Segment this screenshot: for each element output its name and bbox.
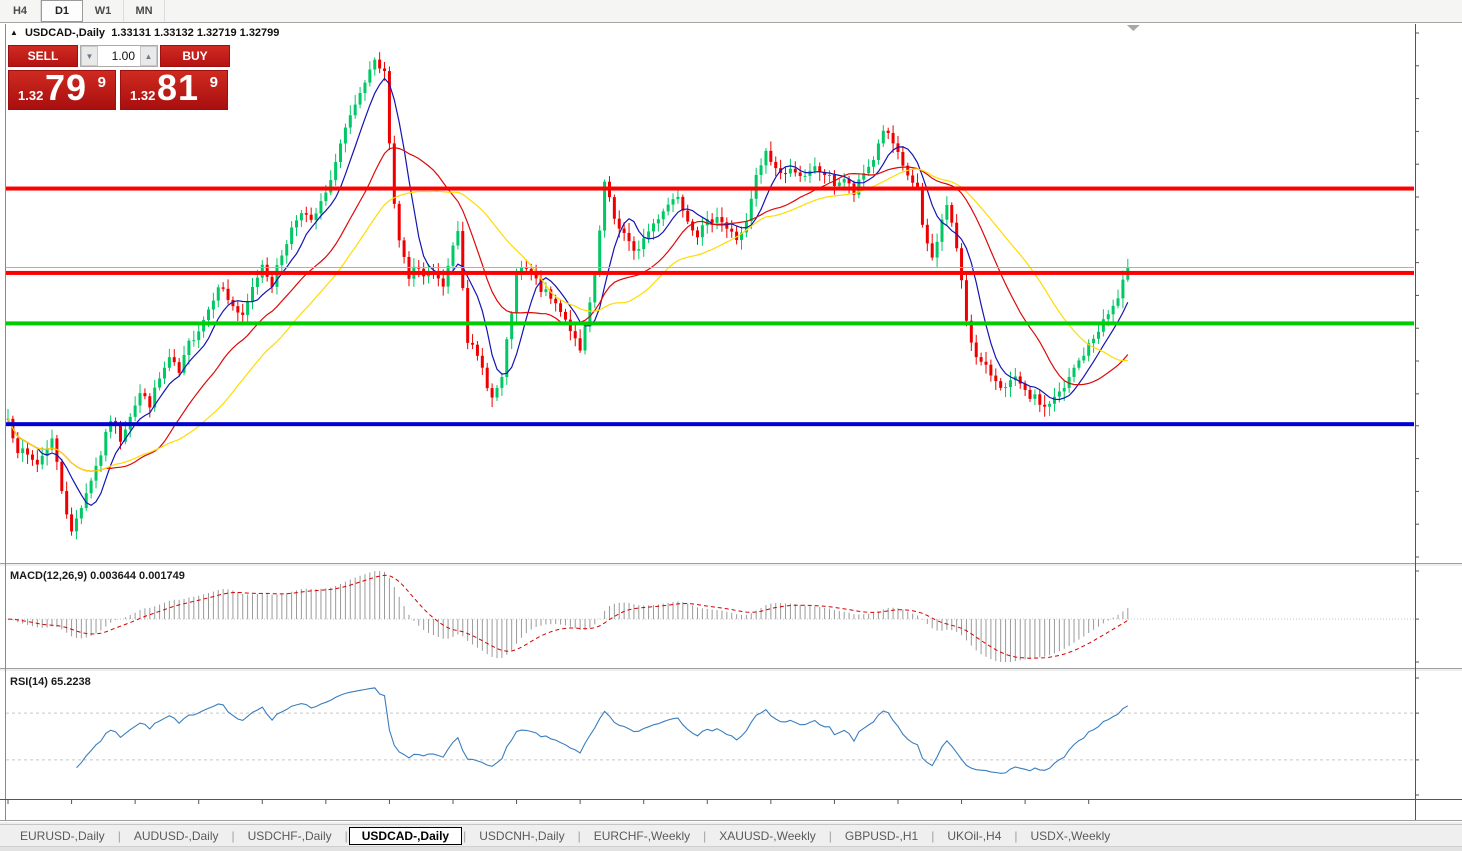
tab-separator: |: [463, 828, 467, 843]
chart-tab-xauusd[interactable]: XAUUSD-,Weekly: [719, 828, 816, 843]
timeframe-button-h4[interactable]: H4: [0, 0, 41, 22]
symbol-tab-bar: EURUSD-,Daily | AUDUSD-,Daily | USDCHF-,Dail…: [0, 824, 1462, 846]
timeframe-toolbar: H4 D1 W1 MN: [0, 0, 1462, 23]
sell-price-box[interactable]: 1.32 79 9: [8, 67, 116, 110]
chart-tab-usdchf[interactable]: USDCHF-,Daily: [247, 828, 332, 843]
tab-separator: |: [231, 828, 235, 843]
chart-title: ▲ USDCAD-,Daily 1.33131 1.33132 1.32719 …: [10, 27, 279, 39]
buy-price-box[interactable]: 1.32 81 9: [120, 67, 228, 110]
chart-tab-usdx[interactable]: USDX-,Weekly: [1030, 828, 1111, 843]
chart-tab-usdcad[interactable]: USDCAD-,Daily: [348, 826, 463, 845]
chart-tab-eurchf[interactable]: EURCHF-,Weekly: [593, 828, 691, 843]
tab-separator: |: [931, 828, 935, 843]
volume-decrease-icon[interactable]: ▼: [81, 46, 98, 66]
tab-separator: |: [703, 828, 707, 843]
timeframe-button-mn[interactable]: MN: [124, 0, 165, 22]
sell-price-pip: 9: [97, 74, 106, 91]
chart-tab-audusd[interactable]: AUDUSD-,Daily: [133, 828, 219, 843]
chart-tab-usdcnh[interactable]: USDCNH-,Daily: [479, 828, 565, 843]
rsi-label: RSI(14) 65.2238: [10, 676, 91, 688]
sell-button[interactable]: SELL: [8, 45, 78, 67]
buy-price-pip: 9: [209, 74, 218, 91]
sell-price-main: 79: [45, 67, 88, 108]
chart-title-ohlc: 1.33131 1.33132 1.32719 1.32799: [111, 27, 280, 39]
one-click-trade-panel: SELL ▼ 1.00 ▲ BUY 1.32 79 9 1.32 81 9: [8, 45, 230, 110]
tab-separator: |: [1014, 828, 1018, 843]
chart-tab-eurusd[interactable]: EURUSD-,Daily: [20, 828, 105, 843]
volume-increase-icon[interactable]: ▲: [140, 46, 157, 66]
collapse-icon[interactable]: ▲: [10, 28, 18, 37]
tab-separator: |: [828, 828, 832, 843]
chart-tab-gbpusd[interactable]: GBPUSD-,H1: [844, 828, 919, 843]
chart-title-symbol: USDCAD-,Daily: [24, 27, 106, 39]
chart-tab-ukoil[interactable]: UKOil-,H4: [947, 828, 1002, 843]
volume-spinner: ▼ 1.00 ▲: [80, 45, 158, 67]
tab-separator: |: [117, 828, 121, 843]
buy-price-prefix: 1.32: [130, 88, 156, 103]
bottom-strip: [0, 846, 1462, 851]
timeframe-button-w1[interactable]: W1: [83, 0, 124, 22]
tab-separator: |: [344, 828, 348, 843]
volume-input[interactable]: 1.00: [111, 49, 135, 63]
tab-separator: |: [577, 828, 581, 843]
buy-button[interactable]: BUY: [160, 45, 230, 67]
macd-label: MACD(12,26,9) 0.003644 0.001749: [10, 570, 185, 582]
buy-price-main: 81: [157, 67, 200, 108]
sell-price-prefix: 1.32: [18, 88, 44, 103]
timeframe-button-d1[interactable]: D1: [41, 0, 83, 22]
